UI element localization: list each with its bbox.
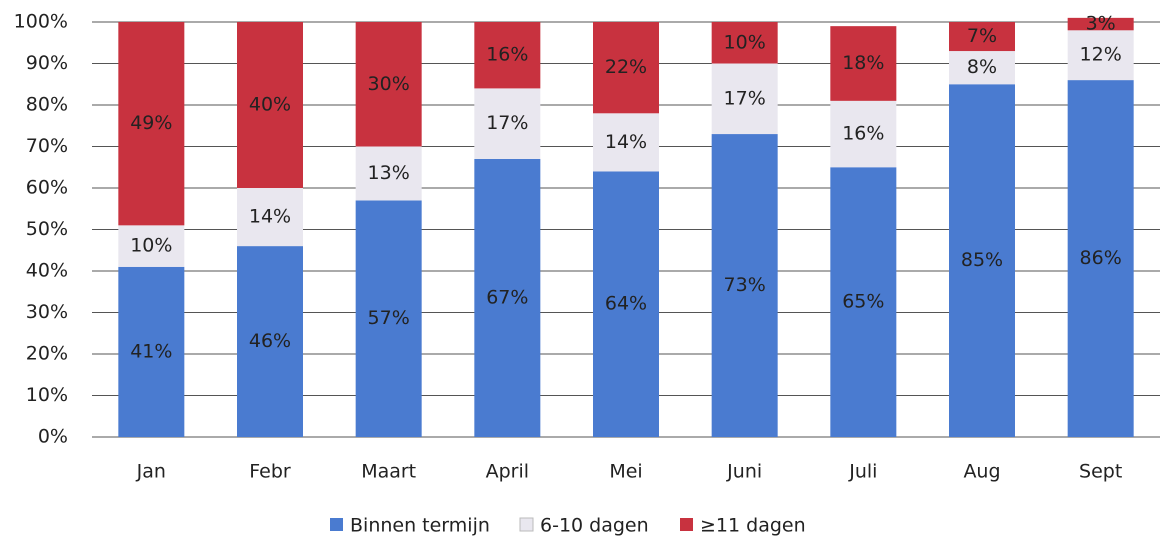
bar-segment (355, 200, 422, 437)
x-tick-label: Febr (249, 461, 291, 483)
data-label: 16% (842, 123, 884, 145)
bar-segment (711, 134, 778, 438)
x-tick-label: Mei (609, 461, 642, 483)
y-tick-label: 60% (26, 177, 68, 199)
data-label: 7% (967, 25, 997, 47)
bar-segment (355, 22, 422, 147)
x-tick-label: Juli (848, 461, 877, 483)
data-label: 10% (724, 31, 766, 53)
data-label: 64% (605, 293, 647, 315)
x-tick-label: April (486, 461, 529, 483)
data-label: 67% (486, 286, 528, 308)
y-tick-label: 20% (26, 343, 68, 365)
data-label: 86% (1080, 247, 1122, 269)
bar-segment (1067, 80, 1134, 437)
bar-segment (1067, 30, 1134, 81)
y-tick-label: 80% (26, 94, 68, 116)
x-tick-label: Juni (726, 461, 762, 483)
y-tick-label: 0% (38, 426, 68, 448)
bar-segment (711, 22, 778, 64)
bar-segment (949, 84, 1015, 437)
data-label: 14% (249, 206, 291, 228)
data-label: 41% (130, 340, 172, 362)
data-label: 18% (842, 52, 884, 74)
data-label: 40% (249, 94, 291, 116)
bar-segment (474, 22, 541, 89)
data-label: 65% (842, 291, 884, 313)
bar-segment (237, 246, 303, 437)
y-tick-label: 50% (26, 218, 68, 240)
legend-swatch (680, 518, 693, 531)
data-label: 73% (724, 274, 766, 296)
bar-segment (355, 146, 422, 201)
data-label: 49% (130, 112, 172, 134)
data-label: 17% (486, 112, 528, 134)
x-tick-label: Maart (361, 461, 416, 483)
bar-segment (949, 22, 1015, 52)
data-label: 30% (368, 73, 410, 95)
data-label: 17% (724, 87, 766, 109)
bar-segment (474, 158, 541, 437)
bar-segment (949, 51, 1015, 85)
bar-segment (830, 100, 897, 168)
x-tick-label: Aug (963, 461, 1000, 483)
bar-segment (118, 225, 185, 267)
y-tick-label: 30% (26, 301, 68, 323)
data-label: 57% (368, 307, 410, 329)
bar-segment (830, 26, 897, 101)
bar-segment (237, 188, 303, 247)
y-tick-label: 100% (14, 11, 68, 33)
bar-segment (118, 266, 185, 437)
data-label: 12% (1080, 44, 1122, 66)
bar-segment (237, 22, 303, 188)
bar-segment (1067, 17, 1134, 31)
bar-segment (474, 88, 541, 159)
x-tick-label: Sept (1079, 461, 1122, 483)
legend-swatch (519, 517, 534, 532)
bar-segment (593, 113, 659, 172)
bar-segment (830, 167, 897, 437)
legend-swatch (330, 518, 343, 531)
y-tick-label: 90% (26, 52, 68, 74)
x-tick-label: Jan (136, 461, 166, 483)
y-tick-label: 70% (26, 135, 68, 157)
data-label: 14% (605, 131, 647, 153)
bar-segment (593, 22, 659, 114)
legend-label: Binnen termijn (350, 515, 490, 537)
y-tick-label: 40% (26, 260, 68, 282)
bar-segment (118, 22, 185, 226)
data-label: 46% (249, 330, 291, 352)
bar-segment (711, 63, 778, 135)
data-label: 8% (967, 56, 997, 78)
legend-label: ≥11 dagen (700, 515, 806, 537)
data-label: 22% (605, 56, 647, 78)
data-label: 16% (486, 44, 528, 66)
data-label: 10% (130, 235, 172, 257)
bar-segment (593, 171, 659, 437)
data-label: 13% (368, 162, 410, 184)
data-label: 85% (961, 249, 1003, 271)
y-tick-label: 10% (26, 384, 68, 406)
data-label: 3% (1086, 13, 1116, 35)
legend-label: 6-10 dagen (540, 515, 649, 537)
